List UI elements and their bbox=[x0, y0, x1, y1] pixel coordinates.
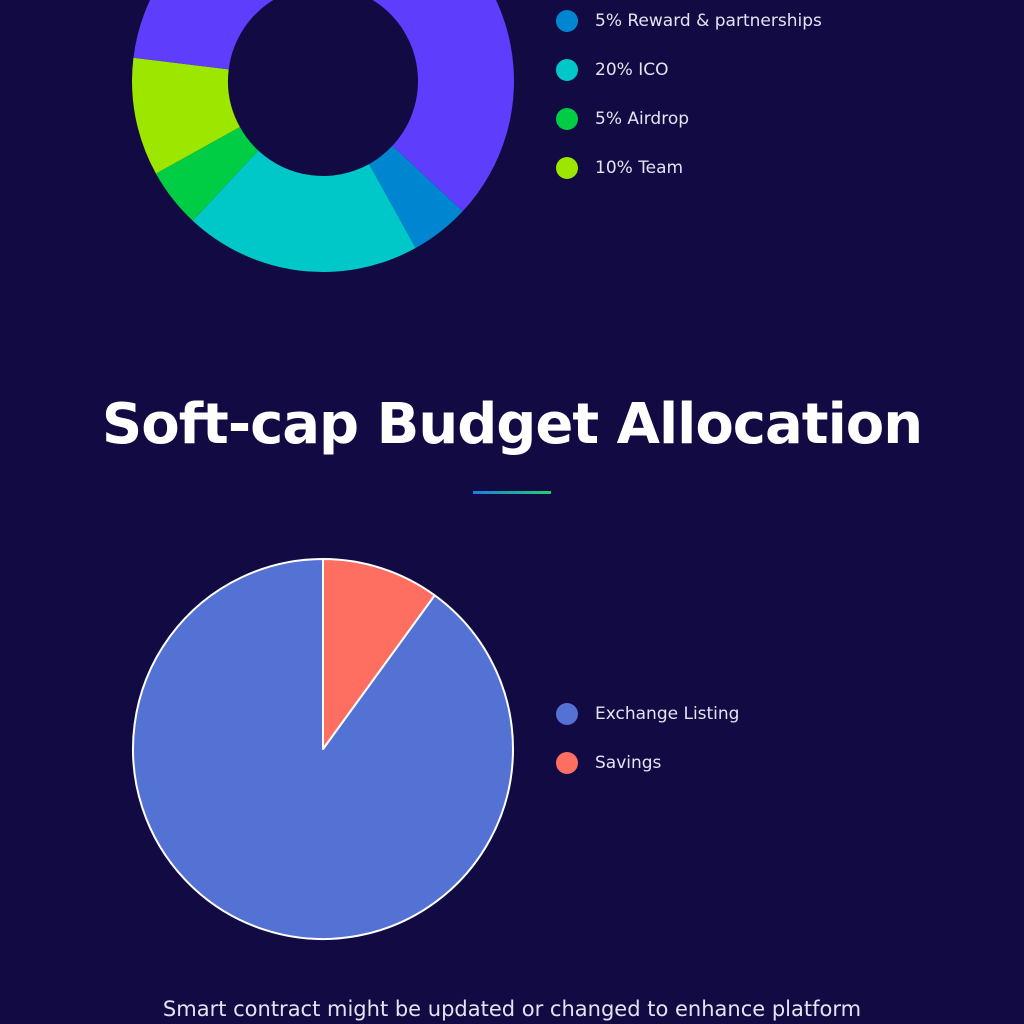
slice-segment-4 bbox=[133, 0, 514, 212]
budget-allocation-legend: Exchange Listing Savings bbox=[556, 702, 739, 800]
legend-swatch bbox=[556, 703, 578, 725]
footer-note: Smart contract might be updated or chang… bbox=[162, 997, 862, 1021]
section-title: Soft-cap Budget Allocation bbox=[101, 392, 923, 457]
legend-swatch bbox=[556, 157, 578, 179]
legend-item-savings: Savings bbox=[556, 751, 739, 775]
legend-item-exchange-listing: Exchange Listing bbox=[556, 702, 739, 726]
legend-item-10-team: 10% Team bbox=[556, 156, 822, 180]
slice-10-team bbox=[132, 57, 240, 174]
legend-item-20-ico: 20% ICO bbox=[556, 58, 822, 82]
legend-label: 10% Team bbox=[595, 158, 684, 178]
slice-savings bbox=[322, 558, 436, 750]
legend-item-5-airdrop: 5% Airdrop bbox=[556, 107, 822, 131]
legend-swatch bbox=[556, 752, 578, 774]
slice-20-ico bbox=[192, 150, 416, 273]
legend-label: 20% ICO bbox=[595, 60, 669, 80]
legend-label: 5% Airdrop bbox=[595, 109, 690, 129]
slice-5-reward-partnerships bbox=[369, 145, 463, 249]
legend-swatch bbox=[556, 59, 578, 81]
legend-label: Exchange Listing bbox=[595, 704, 740, 724]
legend-label: Savings bbox=[595, 753, 662, 773]
legend-label: 5% Reward & partnerships bbox=[595, 11, 822, 31]
legend-swatch bbox=[556, 108, 578, 130]
slice-5-airdrop bbox=[155, 127, 259, 221]
title-underline bbox=[473, 491, 551, 494]
token-distribution-legend: 5% Reward & partnerships 20% ICO 5% Airdro… bbox=[556, 9, 822, 205]
legend-swatch bbox=[556, 10, 578, 32]
legend-item-5-reward-partnerships: 5% Reward & partnerships bbox=[556, 9, 822, 33]
